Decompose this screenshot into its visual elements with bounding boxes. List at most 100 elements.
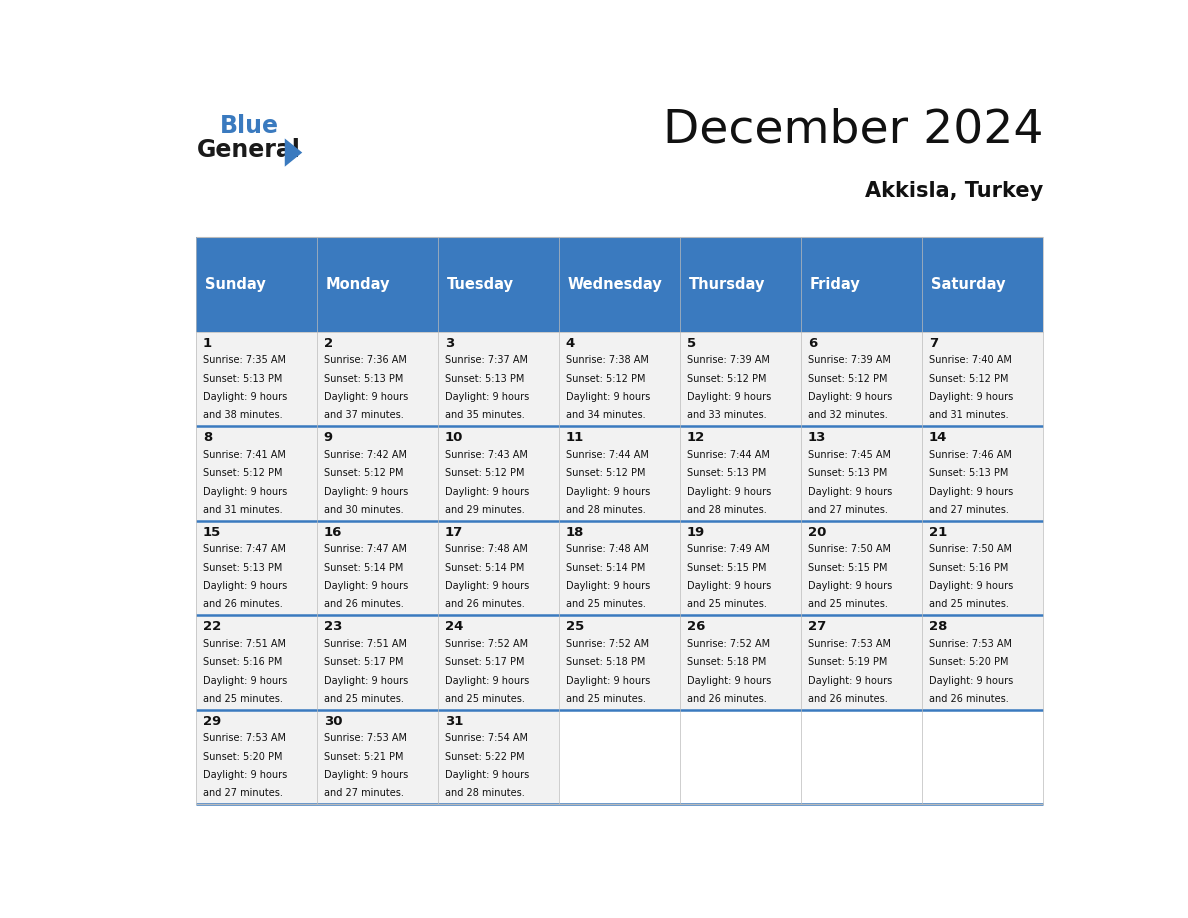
Text: Sunset: 5:13 PM: Sunset: 5:13 PM — [324, 374, 403, 384]
Text: Friday: Friday — [810, 277, 860, 292]
Text: 16: 16 — [324, 526, 342, 539]
Bar — [922, 521, 1043, 615]
Text: and 27 minutes.: and 27 minutes. — [929, 505, 1009, 515]
Text: Daylight: 9 hours: Daylight: 9 hours — [687, 392, 771, 402]
Text: Sunset: 5:13 PM: Sunset: 5:13 PM — [444, 374, 524, 384]
Text: Sunset: 5:15 PM: Sunset: 5:15 PM — [808, 563, 887, 573]
Text: Daylight: 9 hours: Daylight: 9 hours — [444, 581, 529, 591]
Text: 29: 29 — [203, 715, 221, 728]
Text: Sunset: 5:12 PM: Sunset: 5:12 PM — [203, 468, 283, 478]
Bar — [317, 332, 438, 426]
Bar — [560, 426, 681, 521]
Text: Akkisla, Turkey: Akkisla, Turkey — [865, 181, 1043, 201]
Text: and 29 minutes.: and 29 minutes. — [444, 505, 525, 515]
Text: and 25 minutes.: and 25 minutes. — [565, 599, 646, 610]
Text: Saturday: Saturday — [930, 277, 1005, 292]
Text: Sunrise: 7:50 AM: Sunrise: 7:50 AM — [808, 544, 891, 554]
Text: Daylight: 9 hours: Daylight: 9 hours — [565, 676, 650, 686]
Text: 28: 28 — [929, 621, 947, 633]
Text: and 25 minutes.: and 25 minutes. — [687, 599, 766, 610]
Text: Monday: Monday — [326, 277, 390, 292]
Bar — [922, 615, 1043, 710]
Bar — [681, 521, 802, 615]
Text: Sunrise: 7:53 AM: Sunrise: 7:53 AM — [324, 733, 406, 744]
Text: Sunset: 5:13 PM: Sunset: 5:13 PM — [203, 374, 283, 384]
Text: Daylight: 9 hours: Daylight: 9 hours — [687, 676, 771, 686]
Text: Daylight: 9 hours: Daylight: 9 hours — [444, 676, 529, 686]
Text: Sunrise: 7:48 AM: Sunrise: 7:48 AM — [444, 544, 527, 554]
Text: Sunset: 5:12 PM: Sunset: 5:12 PM — [808, 374, 887, 384]
Text: Sunrise: 7:53 AM: Sunrise: 7:53 AM — [203, 733, 286, 744]
Text: and 25 minutes.: and 25 minutes. — [324, 694, 404, 704]
Text: Sunrise: 7:51 AM: Sunrise: 7:51 AM — [324, 639, 406, 649]
Text: 17: 17 — [444, 526, 463, 539]
Text: and 25 minutes.: and 25 minutes. — [808, 599, 887, 610]
Text: Sunrise: 7:37 AM: Sunrise: 7:37 AM — [444, 355, 527, 365]
Bar — [438, 615, 560, 710]
Text: Sunset: 5:13 PM: Sunset: 5:13 PM — [929, 468, 1009, 478]
Text: Sunset: 5:20 PM: Sunset: 5:20 PM — [203, 752, 283, 762]
Text: Sunrise: 7:47 AM: Sunrise: 7:47 AM — [203, 544, 286, 554]
Text: and 38 minutes.: and 38 minutes. — [203, 410, 283, 420]
Text: Sunday: Sunday — [204, 277, 265, 292]
Text: and 25 minutes.: and 25 minutes. — [444, 694, 525, 704]
Text: Sunset: 5:12 PM: Sunset: 5:12 PM — [444, 468, 524, 478]
Text: Sunrise: 7:35 AM: Sunrise: 7:35 AM — [203, 355, 286, 365]
Text: Sunrise: 7:42 AM: Sunrise: 7:42 AM — [324, 450, 406, 460]
Text: Sunset: 5:13 PM: Sunset: 5:13 PM — [203, 563, 283, 573]
Text: Sunset: 5:16 PM: Sunset: 5:16 PM — [203, 657, 283, 667]
Text: and 27 minutes.: and 27 minutes. — [808, 505, 887, 515]
Text: Sunset: 5:13 PM: Sunset: 5:13 PM — [808, 468, 887, 478]
Text: 22: 22 — [203, 621, 221, 633]
Text: Sunset: 5:20 PM: Sunset: 5:20 PM — [929, 657, 1009, 667]
Text: and 30 minutes.: and 30 minutes. — [324, 505, 404, 515]
Text: and 26 minutes.: and 26 minutes. — [444, 599, 525, 610]
Text: Daylight: 9 hours: Daylight: 9 hours — [324, 581, 407, 591]
Text: Sunrise: 7:45 AM: Sunrise: 7:45 AM — [808, 450, 891, 460]
Text: Daylight: 9 hours: Daylight: 9 hours — [324, 770, 407, 780]
Text: Blue: Blue — [220, 114, 279, 138]
Bar — [560, 238, 681, 332]
Bar — [438, 521, 560, 615]
Text: Sunset: 5:18 PM: Sunset: 5:18 PM — [687, 657, 766, 667]
Text: Sunrise: 7:54 AM: Sunrise: 7:54 AM — [444, 733, 527, 744]
Bar — [802, 332, 922, 426]
Text: Daylight: 9 hours: Daylight: 9 hours — [687, 487, 771, 497]
Text: and 28 minutes.: and 28 minutes. — [565, 505, 645, 515]
Bar — [196, 332, 317, 426]
Text: and 35 minutes.: and 35 minutes. — [444, 410, 525, 420]
Bar — [681, 238, 802, 332]
Text: 1: 1 — [203, 337, 211, 350]
Text: December 2024: December 2024 — [663, 107, 1043, 152]
Text: Sunrise: 7:40 AM: Sunrise: 7:40 AM — [929, 355, 1012, 365]
Text: Sunrise: 7:47 AM: Sunrise: 7:47 AM — [324, 544, 406, 554]
Text: Sunset: 5:14 PM: Sunset: 5:14 PM — [565, 563, 645, 573]
Text: Daylight: 9 hours: Daylight: 9 hours — [444, 487, 529, 497]
Text: Daylight: 9 hours: Daylight: 9 hours — [324, 392, 407, 402]
Bar — [802, 238, 922, 332]
Text: 12: 12 — [687, 431, 706, 444]
Text: Thursday: Thursday — [689, 277, 765, 292]
Text: Daylight: 9 hours: Daylight: 9 hours — [808, 487, 892, 497]
Text: 25: 25 — [565, 621, 584, 633]
Text: and 26 minutes.: and 26 minutes. — [808, 694, 887, 704]
Text: Wednesday: Wednesday — [568, 277, 663, 292]
Bar — [681, 332, 802, 426]
Text: and 28 minutes.: and 28 minutes. — [687, 505, 766, 515]
Text: Sunrise: 7:48 AM: Sunrise: 7:48 AM — [565, 544, 649, 554]
Text: 10: 10 — [444, 431, 463, 444]
Bar — [922, 238, 1043, 332]
Text: 20: 20 — [808, 526, 826, 539]
Text: and 25 minutes.: and 25 minutes. — [565, 694, 646, 704]
Text: 2: 2 — [324, 337, 333, 350]
Text: Sunrise: 7:39 AM: Sunrise: 7:39 AM — [808, 355, 891, 365]
Text: 19: 19 — [687, 526, 706, 539]
Text: Daylight: 9 hours: Daylight: 9 hours — [444, 392, 529, 402]
Text: and 37 minutes.: and 37 minutes. — [324, 410, 404, 420]
Bar — [438, 238, 560, 332]
Text: Sunrise: 7:52 AM: Sunrise: 7:52 AM — [565, 639, 649, 649]
Bar — [922, 332, 1043, 426]
Bar — [196, 521, 317, 615]
Text: Sunset: 5:12 PM: Sunset: 5:12 PM — [324, 468, 404, 478]
Text: Sunrise: 7:46 AM: Sunrise: 7:46 AM — [929, 450, 1012, 460]
